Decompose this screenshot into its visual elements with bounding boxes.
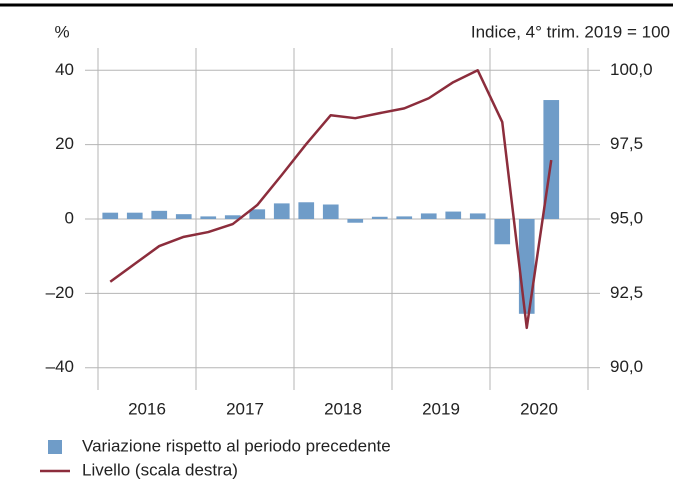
bar bbox=[494, 219, 511, 245]
y2-tick-label: 95,0 bbox=[610, 208, 643, 227]
bar bbox=[175, 214, 192, 219]
bar bbox=[126, 212, 143, 219]
x-tick-label: 2020 bbox=[520, 399, 558, 418]
bar bbox=[371, 216, 388, 219]
legend-label: Variazione rispetto al periodo precedent… bbox=[82, 436, 391, 455]
legend-swatch bbox=[48, 440, 62, 454]
bar bbox=[445, 211, 462, 219]
y2-tick-label: 100,0 bbox=[610, 60, 653, 79]
y-tick-label: –20 bbox=[46, 283, 74, 302]
y-tick-label: 40 bbox=[55, 60, 74, 79]
bar bbox=[298, 202, 315, 219]
y2-tick-label: 90,0 bbox=[610, 357, 643, 376]
bar bbox=[224, 215, 241, 219]
x-tick-label: 2017 bbox=[226, 399, 264, 418]
bar bbox=[249, 209, 266, 219]
line bbox=[109, 69, 553, 330]
x-tick-label: 2019 bbox=[422, 399, 460, 418]
y2-tick-label: 92,5 bbox=[610, 283, 643, 302]
bar bbox=[322, 204, 339, 219]
bar bbox=[273, 203, 290, 219]
y2-tick-label: 97,5 bbox=[610, 134, 643, 153]
bar bbox=[151, 210, 168, 219]
legend-label: Livello (scala destra) bbox=[82, 460, 238, 479]
bar bbox=[420, 213, 437, 219]
y-tick-label: 0 bbox=[65, 208, 74, 227]
bar bbox=[518, 219, 535, 314]
y2-axis-label: Indice, 4° trim. 2019 = 100 bbox=[471, 22, 670, 41]
bar bbox=[102, 212, 119, 219]
y-axis-label: % bbox=[54, 22, 69, 41]
bar bbox=[396, 216, 413, 219]
bar bbox=[469, 213, 486, 219]
y-tick-label: 20 bbox=[55, 134, 74, 153]
y-tick-label: –40 bbox=[46, 357, 74, 376]
bar bbox=[347, 219, 364, 223]
x-tick-label: 2018 bbox=[324, 399, 362, 418]
x-tick-label: 2016 bbox=[128, 399, 166, 418]
bar bbox=[200, 216, 217, 219]
